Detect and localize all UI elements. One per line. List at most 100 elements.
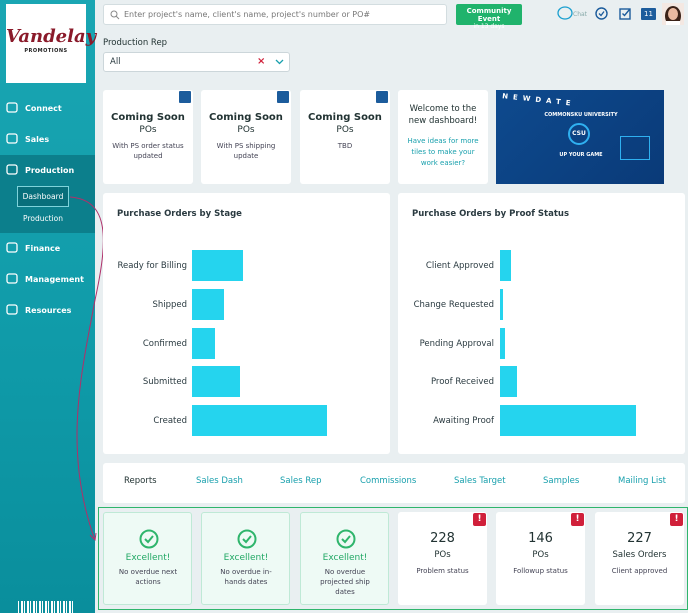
status-text: No overdue projected ship dates xyxy=(320,568,370,596)
status-number: 227 xyxy=(627,531,652,546)
tile-title: Coming Soon xyxy=(111,112,185,123)
bar-label: Client Approved xyxy=(426,261,494,271)
status-tile[interactable]: Excellent! No overdue next actions xyxy=(103,512,192,605)
chat-icon[interactable]: Chat xyxy=(556,5,590,23)
report-tab[interactable]: Sales Target xyxy=(454,476,506,486)
check-circle xyxy=(336,529,356,549)
status-number: 228 xyxy=(430,531,455,546)
status-text: Problem status xyxy=(416,567,469,575)
nav-icon-shape xyxy=(6,133,18,144)
nav-icon-shape xyxy=(6,273,18,284)
status-tile[interactable]: Excellent! No overdue in-hands dates xyxy=(201,512,290,605)
report-tab[interactable]: Mailing List xyxy=(618,476,666,486)
nav-icon xyxy=(6,164,18,175)
tasks-icon[interactable] xyxy=(595,7,608,20)
check-mark xyxy=(341,535,351,544)
nav-item[interactable]: Connect xyxy=(0,98,95,118)
logo[interactable]: Vandelay PROMOTIONS xyxy=(6,4,97,83)
nav-icon-shape xyxy=(6,304,18,315)
tile[interactable]: Coming Soon POs With PS shipping update xyxy=(201,90,291,184)
nav-icon-shape xyxy=(6,102,18,113)
nav-item[interactable]: Sales xyxy=(0,129,95,149)
status-label: Excellent! xyxy=(125,553,171,563)
nav-icon-shape xyxy=(6,242,18,253)
tile-text: With PS order status updated xyxy=(112,142,184,160)
chart: Purchase Orders by Proof Status Client Ap… xyxy=(412,209,636,436)
checklist-icon[interactable] xyxy=(619,7,632,20)
alert-badge: ! xyxy=(473,513,486,526)
reports-bar xyxy=(103,463,685,503)
chart-title: Purchase Orders by Proof Status xyxy=(412,209,569,219)
nav-icon xyxy=(6,102,18,113)
alert-badge: ! xyxy=(670,513,683,526)
report-tab[interactable]: Samples xyxy=(543,476,580,486)
status-tile[interactable]: ! 146 POs Followup status xyxy=(496,512,585,605)
bar xyxy=(192,366,240,397)
nav-item[interactable]: Management xyxy=(0,269,95,289)
banner-emblem: CSU xyxy=(568,123,590,145)
status-label: POs xyxy=(434,550,451,560)
tile-subtitle: POs xyxy=(237,125,255,135)
tile-flag xyxy=(277,91,289,103)
bar xyxy=(500,250,511,281)
notification-badge[interactable]: 11 xyxy=(641,8,656,20)
bar xyxy=(500,366,517,397)
tile-text: TBD xyxy=(337,142,353,150)
avatar[interactable] xyxy=(662,3,684,25)
check-circle xyxy=(139,529,159,549)
subnav-item[interactable]: Dashboard xyxy=(17,186,69,207)
tile[interactable]: Coming Soon POs TBD xyxy=(300,90,390,184)
bar-label: Awaiting Proof xyxy=(433,416,495,426)
bar-label: Proof Received xyxy=(431,377,494,387)
event-button[interactable]: Community Event in 13 days xyxy=(456,4,522,30)
clear-icon[interactable]: × xyxy=(257,56,266,67)
bar xyxy=(192,250,243,281)
status-text: No overdue in-hands dates xyxy=(220,568,272,586)
event-banner[interactable]: NEWDATE COMMONSKU UNIVERSITY CSU UP YOUR… xyxy=(496,90,664,184)
welcome-link[interactable]: Have ideas for more tiles to make your w… xyxy=(407,137,479,167)
report-tab[interactable]: Reports xyxy=(124,476,157,486)
dropdown-icon[interactable] xyxy=(275,59,284,66)
status-label: Excellent! xyxy=(322,553,368,563)
check-mark xyxy=(242,535,252,544)
chart-card: Purchase Orders by Stage Ready for Billin… xyxy=(103,193,390,454)
event-subtitle: in 13 days xyxy=(473,23,505,30)
logo-subtitle: PROMOTIONS xyxy=(24,48,68,54)
chart-card: Purchase Orders by Proof Status Client Ap… xyxy=(398,193,685,454)
bar-label: Created xyxy=(153,416,187,426)
event-title: Community Event xyxy=(466,7,512,23)
status-tile[interactable]: Excellent! No overdue projected ship date… xyxy=(300,512,389,605)
search-box[interactable]: Enter project's name, client's name, pro… xyxy=(103,4,447,25)
nav-icon xyxy=(6,133,18,144)
check-icon xyxy=(336,529,356,549)
tile[interactable]: Coming Soon POs With PS order status updat… xyxy=(103,90,193,184)
banner-art xyxy=(620,136,650,160)
filter-label: Production Rep xyxy=(103,38,168,48)
nav-item[interactable]: Production xyxy=(0,160,95,180)
tile-title: Coming Soon xyxy=(308,112,382,123)
report-tab[interactable]: Sales Rep xyxy=(280,476,322,486)
logo-title: Vandelay xyxy=(6,26,97,47)
report-tab[interactable]: Commissions xyxy=(360,476,417,486)
bar-label: Change Requested xyxy=(414,300,494,310)
check-icon xyxy=(237,529,257,549)
bar xyxy=(500,289,503,320)
nav-icon xyxy=(6,273,18,284)
nav-item[interactable]: Resources xyxy=(0,300,95,320)
status-tile[interactable]: ! 227 Sales Orders Client approved xyxy=(595,512,684,605)
search-icon xyxy=(110,10,120,20)
check-icon xyxy=(139,529,159,549)
subnav-item[interactable]: Production xyxy=(23,214,63,223)
nav-icon-shape xyxy=(6,164,18,175)
bar xyxy=(500,328,505,359)
banner-title: COMMONSKU UNIVERSITY xyxy=(544,112,618,118)
status-number: 146 xyxy=(528,531,553,546)
status-text: No overdue next actions xyxy=(118,568,178,586)
report-tab[interactable]: Sales Dash xyxy=(196,476,243,486)
nav-item[interactable]: Finance xyxy=(0,238,95,258)
barcode xyxy=(18,601,74,613)
status-tile[interactable]: ! 228 POs Problem status xyxy=(398,512,487,605)
chat-label: Chat xyxy=(573,11,588,18)
filter-select[interactable]: All × xyxy=(103,52,290,72)
